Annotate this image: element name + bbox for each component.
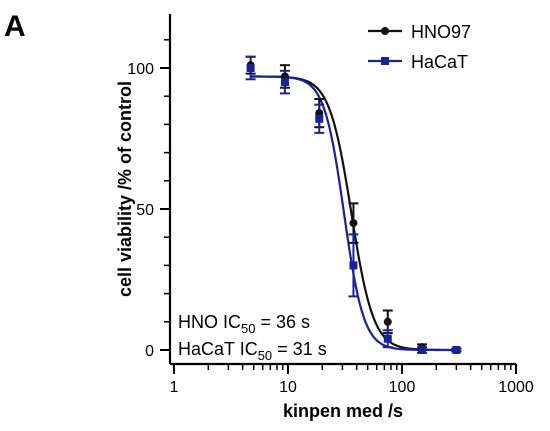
ic50-annotation: HaCaT IC50 = 31 s bbox=[178, 339, 327, 363]
y-axis-title: cell viability /% of control bbox=[115, 81, 135, 297]
error-bars bbox=[245, 55, 462, 354]
y-tick-label: 100 bbox=[127, 61, 154, 78]
panel-label: A bbox=[4, 10, 26, 43]
x-tick-label: 10 bbox=[279, 379, 297, 396]
legend-marker-hno97 bbox=[381, 27, 389, 35]
data-point-hacat bbox=[452, 346, 461, 354]
ticks bbox=[160, 39, 517, 374]
data-markers bbox=[246, 61, 461, 354]
x-tick-label: 100 bbox=[389, 379, 416, 396]
x-tick-label: 1 bbox=[170, 379, 179, 396]
x-axis-title: kinpen med /s bbox=[283, 401, 403, 421]
data-point-hno97 bbox=[383, 317, 392, 326]
data-point-hacat bbox=[246, 64, 255, 72]
ic50-annotations: HNO IC50 = 36 s HaCaT IC50 = 31 s bbox=[178, 312, 327, 363]
y-tick-label: 0 bbox=[145, 343, 154, 360]
data-point-hacat bbox=[349, 261, 358, 270]
legend-marker-hacat bbox=[381, 57, 389, 65]
data-point-hacat bbox=[383, 334, 392, 343]
x-tick-label: 1000 bbox=[498, 379, 534, 396]
data-point-hacat bbox=[280, 78, 289, 87]
tick-labels: 1 10 100 1000 0 50 100 bbox=[127, 61, 534, 396]
legend-label-hacat: HaCaT bbox=[411, 52, 468, 72]
data-point-hacat bbox=[315, 114, 324, 123]
data-point-hacat bbox=[418, 346, 427, 354]
y-tick-label: 50 bbox=[136, 202, 154, 219]
legend-label-hno97: HNO97 bbox=[411, 22, 471, 42]
ic50-annotation: HNO IC50 = 36 s bbox=[178, 312, 310, 336]
legend: HNO97 HaCaT bbox=[368, 22, 471, 72]
data-point-hno97 bbox=[349, 219, 358, 228]
